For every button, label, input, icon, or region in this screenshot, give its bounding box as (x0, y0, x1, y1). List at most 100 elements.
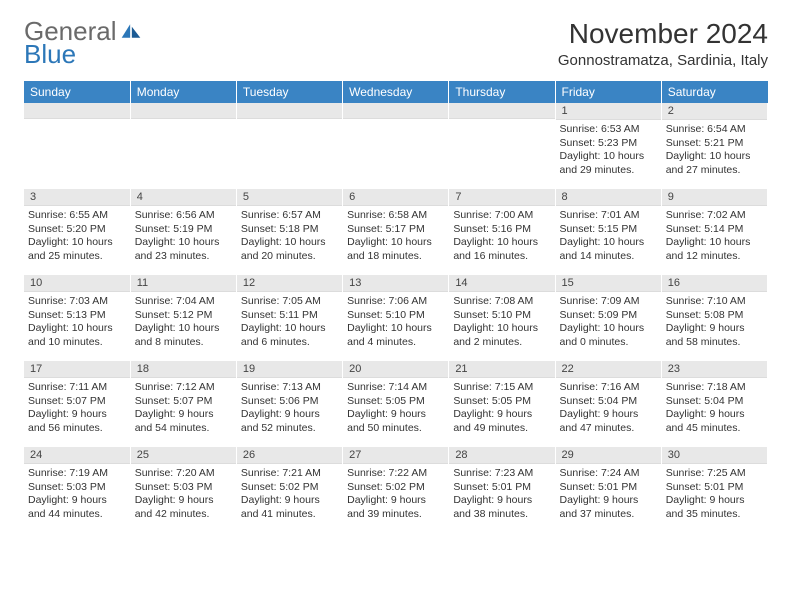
sunset-text: Sunset: 5:08 PM (666, 309, 763, 323)
day-cell: 7Sunrise: 7:00 AMSunset: 5:16 PMDaylight… (449, 189, 555, 275)
day-cell: 30Sunrise: 7:25 AMSunset: 5:01 PMDayligh… (661, 447, 767, 533)
sunrise-text: Sunrise: 7:23 AM (453, 467, 550, 481)
sunrise-text: Sunrise: 6:55 AM (28, 209, 126, 223)
day-body: Sunrise: 7:10 AMSunset: 5:08 PMDaylight:… (662, 292, 767, 352)
daylight-text: Daylight: 9 hours and 54 minutes. (135, 408, 232, 435)
sunrise-text: Sunrise: 7:25 AM (666, 467, 763, 481)
day-body: Sunrise: 7:11 AMSunset: 5:07 PMDaylight:… (24, 378, 130, 438)
sunset-text: Sunset: 5:04 PM (560, 395, 657, 409)
week-row: 10Sunrise: 7:03 AMSunset: 5:13 PMDayligh… (24, 275, 768, 361)
day-cell: 27Sunrise: 7:22 AMSunset: 5:02 PMDayligh… (343, 447, 449, 533)
day-cell: 26Sunrise: 7:21 AMSunset: 5:02 PMDayligh… (236, 447, 342, 533)
day-cell (343, 103, 449, 189)
day-number: 18 (131, 361, 236, 378)
day-header: Tuesday (236, 81, 342, 103)
week-row: 3Sunrise: 6:55 AMSunset: 5:20 PMDaylight… (24, 189, 768, 275)
sunrise-text: Sunrise: 7:11 AM (28, 381, 126, 395)
sunrise-text: Sunrise: 7:10 AM (666, 295, 763, 309)
sunset-text: Sunset: 5:17 PM (347, 223, 444, 237)
sunset-text: Sunset: 5:15 PM (560, 223, 657, 237)
day-number: 11 (131, 275, 236, 292)
day-cell (449, 103, 555, 189)
day-number: 26 (237, 447, 342, 464)
day-cell: 16Sunrise: 7:10 AMSunset: 5:08 PMDayligh… (661, 275, 767, 361)
day-body: Sunrise: 7:14 AMSunset: 5:05 PMDaylight:… (343, 378, 448, 438)
sunset-text: Sunset: 5:01 PM (453, 481, 550, 495)
day-body: Sunrise: 7:09 AMSunset: 5:09 PMDaylight:… (556, 292, 661, 352)
day-number: 20 (343, 361, 448, 378)
day-cell: 18Sunrise: 7:12 AMSunset: 5:07 PMDayligh… (130, 361, 236, 447)
sunset-text: Sunset: 5:05 PM (347, 395, 444, 409)
daylight-text: Daylight: 10 hours and 6 minutes. (241, 322, 338, 349)
daylight-text: Daylight: 10 hours and 8 minutes. (135, 322, 232, 349)
day-cell (236, 103, 342, 189)
day-cell: 20Sunrise: 7:14 AMSunset: 5:05 PMDayligh… (343, 361, 449, 447)
sunset-text: Sunset: 5:04 PM (666, 395, 763, 409)
sunset-text: Sunset: 5:05 PM (453, 395, 550, 409)
day-number: 14 (449, 275, 554, 292)
daylight-text: Daylight: 9 hours and 56 minutes. (28, 408, 126, 435)
sunrise-text: Sunrise: 6:56 AM (135, 209, 232, 223)
day-number: 16 (662, 275, 767, 292)
day-number: 13 (343, 275, 448, 292)
day-number: 5 (237, 189, 342, 206)
day-body: Sunrise: 6:53 AMSunset: 5:23 PMDaylight:… (556, 120, 661, 180)
day-cell: 8Sunrise: 7:01 AMSunset: 5:15 PMDaylight… (555, 189, 661, 275)
day-body: Sunrise: 6:56 AMSunset: 5:19 PMDaylight:… (131, 206, 236, 266)
sunrise-text: Sunrise: 7:01 AM (560, 209, 657, 223)
daylight-text: Daylight: 9 hours and 49 minutes. (453, 408, 550, 435)
day-number: 17 (24, 361, 130, 378)
day-cell: 11Sunrise: 7:04 AMSunset: 5:12 PMDayligh… (130, 275, 236, 361)
location: Gonnostramatza, Sardinia, Italy (558, 52, 768, 69)
sunset-text: Sunset: 5:02 PM (241, 481, 338, 495)
day-number: 4 (131, 189, 236, 206)
sunset-text: Sunset: 5:12 PM (135, 309, 232, 323)
day-number: 7 (449, 189, 554, 206)
sunset-text: Sunset: 5:02 PM (347, 481, 444, 495)
day-number (343, 103, 448, 119)
day-number: 30 (662, 447, 767, 464)
day-number: 6 (343, 189, 448, 206)
day-body: Sunrise: 7:00 AMSunset: 5:16 PMDaylight:… (449, 206, 554, 266)
sunset-text: Sunset: 5:09 PM (560, 309, 657, 323)
day-number: 29 (556, 447, 661, 464)
day-number: 25 (131, 447, 236, 464)
day-body: Sunrise: 7:04 AMSunset: 5:12 PMDaylight:… (131, 292, 236, 352)
sunset-text: Sunset: 5:14 PM (666, 223, 763, 237)
daylight-text: Daylight: 9 hours and 37 minutes. (560, 494, 657, 521)
day-body: Sunrise: 7:01 AMSunset: 5:15 PMDaylight:… (556, 206, 661, 266)
sunset-text: Sunset: 5:18 PM (241, 223, 338, 237)
day-body: Sunrise: 7:13 AMSunset: 5:06 PMDaylight:… (237, 378, 342, 438)
header: GeneralBlue November 2024 Gonnostramatza… (0, 0, 792, 73)
day-cell: 3Sunrise: 6:55 AMSunset: 5:20 PMDaylight… (24, 189, 130, 275)
day-cell: 12Sunrise: 7:05 AMSunset: 5:11 PMDayligh… (236, 275, 342, 361)
day-cell: 25Sunrise: 7:20 AMSunset: 5:03 PMDayligh… (130, 447, 236, 533)
day-number: 28 (449, 447, 554, 464)
day-cell: 5Sunrise: 6:57 AMSunset: 5:18 PMDaylight… (236, 189, 342, 275)
day-body: Sunrise: 7:12 AMSunset: 5:07 PMDaylight:… (131, 378, 236, 438)
daylight-text: Daylight: 10 hours and 18 minutes. (347, 236, 444, 263)
daylight-text: Daylight: 9 hours and 47 minutes. (560, 408, 657, 435)
day-cell: 2Sunrise: 6:54 AMSunset: 5:21 PMDaylight… (661, 103, 767, 189)
sunset-text: Sunset: 5:19 PM (135, 223, 232, 237)
sunset-text: Sunset: 5:03 PM (28, 481, 126, 495)
day-body: Sunrise: 7:05 AMSunset: 5:11 PMDaylight:… (237, 292, 342, 352)
daylight-text: Daylight: 9 hours and 41 minutes. (241, 494, 338, 521)
day-header: Sunday (24, 81, 130, 103)
logo-text-blue: Blue (24, 41, 142, 68)
day-body: Sunrise: 7:23 AMSunset: 5:01 PMDaylight:… (449, 464, 554, 524)
sunrise-text: Sunrise: 7:04 AM (135, 295, 232, 309)
sunrise-text: Sunrise: 7:08 AM (453, 295, 550, 309)
day-cell (130, 103, 236, 189)
day-cell: 14Sunrise: 7:08 AMSunset: 5:10 PMDayligh… (449, 275, 555, 361)
day-body: Sunrise: 7:21 AMSunset: 5:02 PMDaylight:… (237, 464, 342, 524)
day-header: Monday (130, 81, 236, 103)
sunrise-text: Sunrise: 6:58 AM (347, 209, 444, 223)
day-cell: 1Sunrise: 6:53 AMSunset: 5:23 PMDaylight… (555, 103, 661, 189)
day-number: 23 (662, 361, 767, 378)
day-body: Sunrise: 7:16 AMSunset: 5:04 PMDaylight:… (556, 378, 661, 438)
day-body: Sunrise: 7:03 AMSunset: 5:13 PMDaylight:… (24, 292, 130, 352)
sunrise-text: Sunrise: 7:00 AM (453, 209, 550, 223)
sunset-text: Sunset: 5:16 PM (453, 223, 550, 237)
day-cell: 6 Sunrise: 6:58 AMSunset: 5:17 PMDaylight… (343, 189, 449, 275)
